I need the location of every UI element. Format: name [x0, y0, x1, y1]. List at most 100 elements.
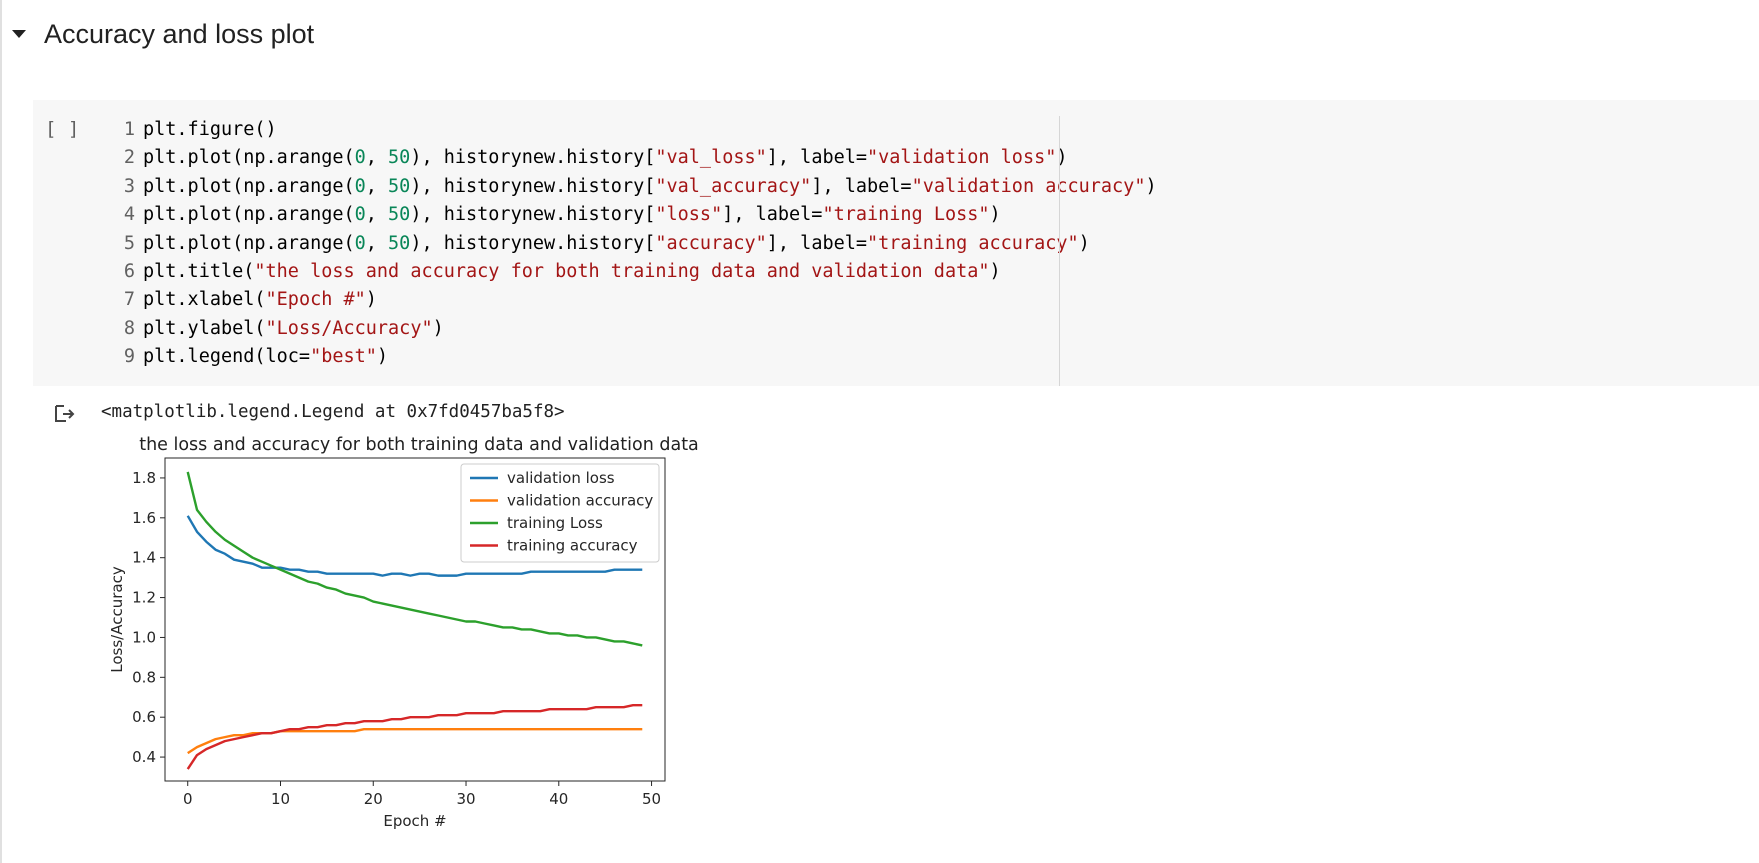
code-token: plt.plot(np.arange( — [143, 147, 355, 169]
code-token: plt.legend(loc= — [143, 346, 311, 368]
code-token: "loss" — [655, 204, 723, 226]
x-tick-label: 50 — [642, 790, 661, 808]
code-token: 50 — [388, 147, 411, 169]
code-token: ], label= — [766, 147, 868, 169]
triangle-down-icon — [12, 30, 26, 38]
code-token: , — [365, 204, 389, 226]
code-token: 0 — [354, 204, 366, 226]
y-tick-label: 1.6 — [132, 509, 156, 527]
code-token: ], label= — [722, 204, 823, 226]
legend-label: validation loss — [507, 469, 615, 487]
legend-label: training accuracy — [507, 537, 638, 555]
code-token: , — [365, 232, 389, 254]
code-token: ), historynew.history[ — [410, 204, 656, 226]
x-tick-label: 20 — [364, 790, 383, 808]
code-token: ) — [432, 317, 444, 339]
code-line[interactable]: 3 plt.plot(np.arange(0, 50), historynew.h… — [105, 173, 1157, 201]
code-line[interactable]: 4 plt.plot(np.arange(0, 50), historynew.h… — [105, 201, 1157, 229]
code-token: ) — [365, 289, 377, 311]
line-number: 9 — [123, 346, 135, 368]
legend-label: training Loss — [507, 514, 603, 532]
code-token: ) — [1145, 175, 1157, 197]
section-header: Accuracy and loss plot — [0, 14, 314, 54]
ruler-line — [1059, 116, 1060, 386]
x-axis-label: Epoch # — [383, 812, 446, 830]
output-arrow-icon — [55, 405, 75, 422]
collapse-section-button[interactable] — [0, 14, 38, 54]
code-token: ], label= — [766, 232, 868, 254]
series-line — [186, 704, 643, 770]
code-token: "val_accuracy" — [655, 175, 812, 197]
chart-title: the loss and accuracy for both training … — [139, 435, 699, 455]
line-number: 6 — [123, 260, 135, 282]
line-number: 1 — [123, 119, 135, 140]
y-tick-label: 1.2 — [132, 589, 156, 607]
left-border — [0, 0, 2, 863]
code-line[interactable]: 6 plt.title("the loss and accuracy for bo… — [105, 258, 1157, 286]
x-tick-label: 10 — [271, 790, 290, 808]
chart-svg: the loss and accuracy for both training … — [108, 435, 699, 830]
code-token: "Loss/Accuracy" — [265, 317, 433, 339]
section-title: Accuracy and loss plot — [44, 18, 315, 49]
x-tick-label: 0 — [183, 790, 193, 808]
code-token: ) — [1078, 232, 1090, 254]
code-token: "best" — [310, 346, 377, 368]
code-line[interactable]: 9 plt.legend(loc="best") — [105, 343, 1157, 371]
code-token: 0 — [354, 232, 366, 254]
legend-label: validation accuracy — [507, 492, 653, 510]
code-cell[interactable]: [ ] 1 plt.figure() 2 plt.plot(np.arange(0, … — [33, 100, 1759, 386]
line-number: 8 — [123, 317, 135, 339]
x-tick-label: 40 — [549, 790, 568, 808]
code-token: ) — [1056, 147, 1068, 169]
y-tick-label: 0.4 — [132, 748, 156, 766]
code-editor[interactable]: 1 plt.figure() 2 plt.plot(np.arange(0, 50),… — [105, 116, 1157, 372]
x-tick-label: 30 — [456, 790, 475, 808]
code-token: "Epoch #" — [265, 289, 366, 311]
y-tick-label: 0.8 — [132, 668, 156, 686]
chart: the loss and accuracy for both training … — [100, 428, 700, 853]
code-token: plt.xlabel( — [143, 289, 266, 311]
code-token: 0 — [354, 147, 366, 169]
run-cell-button[interactable]: [ ] — [45, 118, 80, 140]
code-line[interactable]: 5 plt.plot(np.arange(0, 50), historynew.h… — [105, 230, 1157, 258]
y-axis-label: Loss/Accuracy — [108, 566, 126, 673]
line-number: 3 — [123, 175, 135, 197]
code-line[interactable]: 1 plt.figure() — [105, 116, 1157, 144]
code-token: plt.figure() — [143, 119, 277, 140]
line-number: 5 — [123, 232, 135, 254]
code-token: ), historynew.history[ — [410, 175, 656, 197]
line-number: 7 — [123, 289, 135, 311]
code-token: 50 — [388, 175, 411, 197]
code-line[interactable]: 7 plt.xlabel("Epoch #") — [105, 286, 1157, 314]
code-token: plt.title( — [143, 260, 255, 282]
y-tick-label: 1.4 — [132, 549, 156, 567]
code-token: 0 — [354, 175, 366, 197]
code-token: "the loss and accuracy for both training… — [254, 260, 990, 282]
code-token: "validation loss" — [867, 147, 1057, 169]
code-token: "val_loss" — [655, 147, 767, 169]
output-text: <matplotlib.legend.Legend at 0x7fd0457ba… — [101, 402, 565, 422]
line-number: 4 — [123, 204, 135, 226]
code-line[interactable]: 2 plt.plot(np.arange(0, 50), historynew.h… — [105, 144, 1157, 172]
code-token: ), historynew.history[ — [410, 147, 656, 169]
code-token: plt.plot(np.arange( — [143, 232, 355, 254]
code-token: plt.plot(np.arange( — [143, 175, 355, 197]
code-line[interactable]: 8 plt.ylabel("Loss/Accuracy") — [105, 315, 1157, 343]
code-token: "accuracy" — [655, 232, 767, 254]
code-token: "validation accuracy" — [911, 175, 1146, 197]
y-tick-label: 0.6 — [132, 708, 156, 726]
code-token: plt.plot(np.arange( — [143, 204, 355, 226]
code-token: ) — [989, 204, 1001, 226]
y-tick-label: 1.0 — [132, 628, 156, 646]
code-token: , — [365, 147, 389, 169]
series-line — [186, 515, 643, 577]
code-token: ) — [376, 346, 389, 368]
code-token: "training accuracy" — [867, 232, 1079, 254]
code-token: ) — [989, 260, 1001, 282]
line-number: 2 — [123, 147, 135, 169]
code-token: plt.ylabel( — [143, 317, 266, 339]
code-token: 50 — [388, 232, 411, 254]
code-token: , — [365, 175, 389, 197]
code-token: ), historynew.history[ — [410, 232, 656, 254]
output-icon[interactable] — [52, 402, 78, 428]
